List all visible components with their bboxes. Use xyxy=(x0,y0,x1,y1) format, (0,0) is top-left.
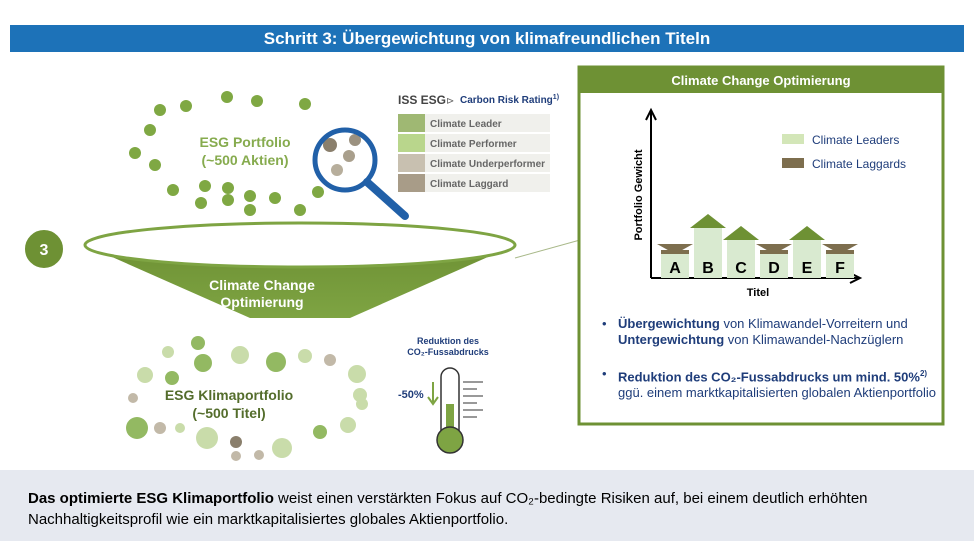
rating-swatch xyxy=(398,174,425,192)
rating-label: Climate Underperformer xyxy=(430,159,545,170)
dot xyxy=(175,423,185,433)
dot xyxy=(222,194,234,206)
dot xyxy=(298,349,312,363)
dot xyxy=(137,367,153,383)
portfolio-subtitle: (~500 Aktien) xyxy=(201,152,288,168)
dot xyxy=(222,182,234,194)
dot xyxy=(254,450,264,460)
footer: Das optimierte ESG Klimaportfolio weist … xyxy=(0,470,974,541)
dot xyxy=(195,197,207,209)
dot xyxy=(340,417,356,433)
dot xyxy=(162,346,174,358)
rating-swatch xyxy=(398,134,425,152)
dot xyxy=(230,436,242,448)
dot xyxy=(244,204,256,216)
bar-label: C xyxy=(735,260,747,277)
dot xyxy=(331,164,343,176)
dot xyxy=(165,371,179,385)
legend-swatch xyxy=(782,158,804,168)
dot xyxy=(312,186,324,198)
reduction-text: CO₂-Fussabdrucks xyxy=(407,347,489,357)
rating-swatch xyxy=(398,114,425,132)
connector xyxy=(515,240,580,258)
dot xyxy=(180,100,192,112)
dot xyxy=(244,190,256,202)
legend-label: Climate Laggards xyxy=(812,157,906,171)
dot xyxy=(194,354,212,372)
legend-label: Climate Leaders xyxy=(812,133,899,147)
dot xyxy=(196,427,218,449)
bar-label: E xyxy=(802,260,813,277)
dot xyxy=(221,91,233,103)
step-number: 3 xyxy=(40,242,49,259)
dot xyxy=(272,438,292,458)
dot xyxy=(231,451,241,461)
bar-cap xyxy=(760,250,788,254)
dot xyxy=(144,124,156,136)
dot xyxy=(128,393,138,403)
thermometer-bulb xyxy=(437,427,463,453)
dot xyxy=(251,95,263,107)
bullet: Übergewichtung von Klimawandel-Vorreiter… xyxy=(600,316,953,348)
rating-label: Climate Laggard xyxy=(430,179,508,190)
rating-list: Climate Leader Climate Performer Climate U… xyxy=(398,114,550,192)
bullet: Reduktion des CO₂-Fussabdrucks um mind. … xyxy=(600,366,953,401)
funnel-top xyxy=(85,223,515,267)
dot xyxy=(154,104,166,116)
funnel-text: Climate Change xyxy=(209,277,315,293)
dot xyxy=(356,398,368,410)
dot xyxy=(294,204,306,216)
rating-swatch xyxy=(398,154,425,172)
reduction-value: -50% xyxy=(398,389,424,401)
funnel-text: Optimierung xyxy=(220,294,303,310)
dot xyxy=(167,184,179,196)
klima-title: ESG Klimaportfolio xyxy=(165,387,293,403)
bar-label: B xyxy=(702,260,714,277)
legend-swatch xyxy=(782,134,804,144)
rating-title: Carbon Risk Rating1) xyxy=(460,94,559,106)
bar-label: F xyxy=(835,260,845,277)
dot xyxy=(149,159,161,171)
dot xyxy=(324,354,336,366)
rating-arrow: ⊳ xyxy=(446,96,454,107)
dot xyxy=(266,352,286,372)
dot xyxy=(348,365,366,383)
portfolio-title: ESG Portfolio xyxy=(200,134,291,150)
dot xyxy=(129,147,141,159)
dot xyxy=(269,192,281,204)
bar-label: D xyxy=(768,260,780,277)
thermometer-scale xyxy=(463,382,483,417)
rating-brand: ISS ESG xyxy=(398,93,446,107)
dot xyxy=(231,346,249,364)
y-axis-label: Portfolio Gewicht xyxy=(633,149,645,240)
klima-subtitle: (~500 Titel) xyxy=(192,405,265,421)
dot xyxy=(299,98,311,110)
bar-label: A xyxy=(669,260,681,277)
page: Schritt 3: Übergewichtung von klimafreun… xyxy=(0,0,974,541)
dot xyxy=(313,425,327,439)
reduction-text: Reduktion des xyxy=(417,336,479,346)
header-title: Schritt 3: Übergewichtung von klimafreun… xyxy=(264,29,710,48)
footer-text: Das optimierte ESG Klimaportfolio weist … xyxy=(28,488,948,530)
panel-title: Climate Change Optimierung xyxy=(671,73,850,88)
bar-cap xyxy=(826,250,854,254)
dot xyxy=(191,336,205,350)
bar-cap xyxy=(661,250,689,254)
rating-label: Climate Leader xyxy=(430,119,502,130)
dot xyxy=(154,422,166,434)
dot xyxy=(343,150,355,162)
diagram: Schritt 3: Übergewichtung von klimafreun… xyxy=(0,0,974,541)
dot xyxy=(126,417,148,439)
down-arrow xyxy=(428,382,438,404)
rating-label: Climate Performer xyxy=(430,139,517,150)
x-axis-label: Titel xyxy=(747,287,769,299)
dot xyxy=(199,180,211,192)
